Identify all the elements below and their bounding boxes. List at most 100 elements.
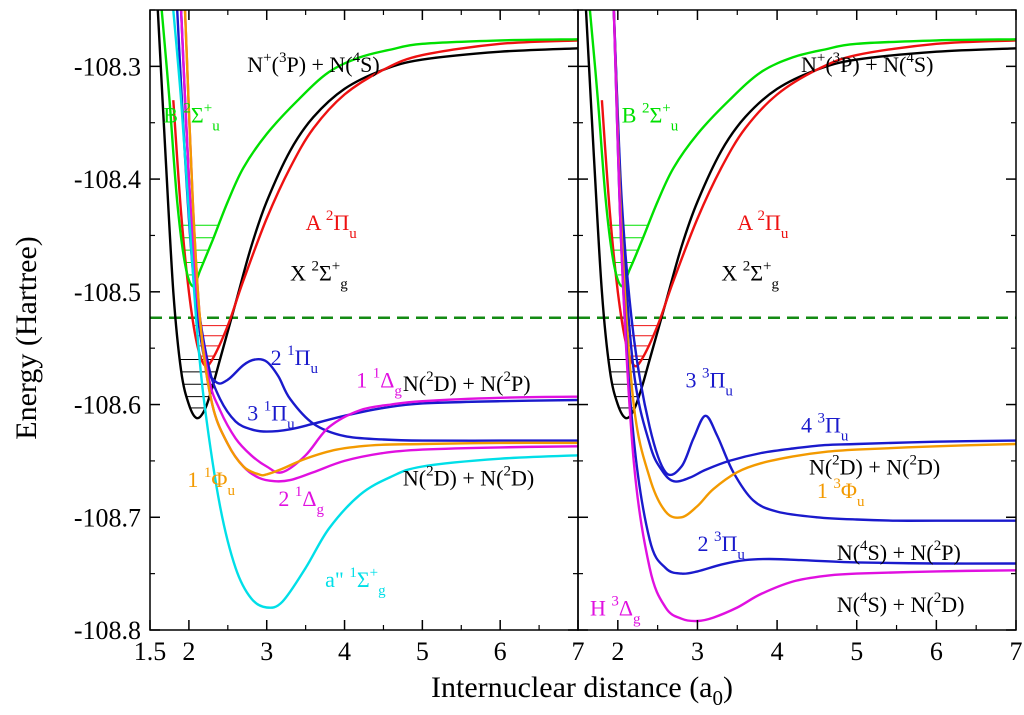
state-label-part: g bbox=[378, 583, 386, 599]
state-label-part: 1 bbox=[373, 366, 381, 382]
x-axis-title-main: Internuclear distance (a bbox=[431, 671, 713, 704]
state-label-part: 2 bbox=[278, 486, 295, 511]
state-label: 1 3Φu bbox=[817, 476, 865, 510]
state-label-part: A bbox=[306, 210, 326, 235]
state-label-part: 2 bbox=[426, 369, 434, 385]
state-label-part: X bbox=[290, 261, 311, 286]
x-axis-title-close: ) bbox=[723, 671, 733, 704]
curve-magenta-6 bbox=[183, 10, 578, 483]
state-label-part: 3 bbox=[702, 366, 710, 382]
x-tick-label: 7 bbox=[572, 637, 585, 666]
state-label-part: + bbox=[263, 50, 271, 66]
state-label-part: + bbox=[204, 101, 212, 117]
state-label: N(2D) + N(2D) bbox=[403, 464, 534, 491]
state-label-part: 1 bbox=[349, 565, 357, 581]
plot-area bbox=[578, 10, 1016, 623]
state-label: 1 1Δg bbox=[356, 366, 402, 400]
y-tick-label: -108.4 bbox=[74, 165, 141, 194]
state-label: N+(3P) + N(4S) bbox=[247, 50, 379, 77]
curve-green-2 bbox=[160, 10, 578, 288]
state-label-part: 2 bbox=[426, 464, 434, 480]
state-label-part: D) bbox=[941, 592, 964, 617]
state-label-part: g bbox=[633, 611, 641, 627]
state-label: 3 3Πu bbox=[686, 366, 734, 400]
x-tick-label: 4 bbox=[338, 637, 351, 666]
state-label-part: u bbox=[227, 483, 235, 499]
state-label-part: + bbox=[370, 565, 378, 581]
state-label-part: 3 bbox=[817, 411, 825, 427]
state-label-part: P) bbox=[941, 540, 961, 565]
x-tick-label: 6 bbox=[494, 637, 507, 666]
state-label-part: 3 bbox=[833, 50, 841, 66]
state-label-part: u bbox=[349, 226, 357, 242]
x-tick-label: 2 bbox=[611, 637, 624, 666]
state-label: 1 1Φu bbox=[187, 465, 235, 499]
state-label-part: D) bbox=[917, 454, 940, 479]
state-label-part: 3 bbox=[247, 400, 263, 425]
state-label-part: Φ bbox=[841, 478, 857, 503]
state-label: 2 3Πu bbox=[697, 529, 745, 563]
panel-frame bbox=[577, 9, 1017, 631]
state-label: N(4S) + N(2D) bbox=[837, 590, 965, 617]
state-label: 2 1Πu bbox=[271, 343, 319, 377]
plot-area bbox=[150, 10, 578, 609]
state-label-part: 1 bbox=[295, 484, 303, 500]
y-axis-title: Energy (Hartree) bbox=[10, 236, 43, 440]
state-label-part: + bbox=[817, 50, 825, 66]
state-label-part: g bbox=[317, 502, 325, 518]
state-label-part: Σ bbox=[750, 261, 763, 286]
x-tick-label: 3 bbox=[691, 637, 704, 666]
state-label-part: ( bbox=[272, 52, 279, 77]
state-label-part: B bbox=[622, 103, 642, 128]
state-label-part: u bbox=[725, 384, 733, 400]
state-label: 2 1Δg bbox=[278, 484, 324, 518]
state-label-part: 3 bbox=[833, 476, 841, 492]
state-label: 4 3Πu bbox=[801, 411, 849, 445]
state-label-part: 1 bbox=[817, 478, 834, 503]
state-label-part: S) bbox=[914, 52, 934, 77]
state-label-part: N bbox=[801, 52, 817, 77]
state-label-part: 3 bbox=[611, 593, 619, 609]
state-label-part: u bbox=[841, 429, 849, 445]
state-label-part: Σ bbox=[191, 103, 204, 128]
state-label-part: Π bbox=[721, 531, 737, 556]
state-label-part: u bbox=[287, 416, 295, 432]
y-tick-label: -108.7 bbox=[74, 503, 141, 532]
curve-red-1 bbox=[172, 39, 578, 368]
state-label: 3 1Πu bbox=[247, 398, 295, 432]
state-label-part: 2 bbox=[183, 101, 191, 117]
state-label-part: 2 bbox=[271, 345, 288, 370]
state-label-part: 2 bbox=[311, 259, 319, 275]
state-label-part: 2 bbox=[757, 208, 765, 224]
y-tick-label: -108.8 bbox=[74, 616, 141, 645]
curve-cyan-8 bbox=[172, 10, 578, 609]
state-label-part: u bbox=[671, 119, 679, 135]
state-label-part: Δ bbox=[302, 486, 316, 511]
state-label: H 3Δg bbox=[590, 593, 641, 627]
curve-magenta-7 bbox=[612, 10, 1016, 623]
curve-orange-5 bbox=[612, 10, 1016, 519]
state-label: B 2Σ+u bbox=[622, 101, 679, 135]
curve-orange-7 bbox=[183, 10, 578, 477]
state-label-part: ( bbox=[825, 52, 832, 77]
state-label-part: Π bbox=[825, 413, 841, 438]
state-label-part: Σ bbox=[649, 103, 662, 128]
x-tick-label: 3 bbox=[260, 637, 273, 666]
state-label-part: + bbox=[763, 259, 771, 275]
state-label-part: + bbox=[332, 259, 340, 275]
state-label-part: 1 bbox=[204, 465, 212, 481]
state-label: A 2Πu bbox=[737, 208, 789, 242]
state-label-part: 2 bbox=[503, 369, 511, 385]
state-label-part: 4 bbox=[801, 413, 818, 438]
state-label: N(4S) + N(2P) bbox=[837, 538, 961, 565]
state-label-part: 4 bbox=[353, 50, 361, 66]
state-label-part: 2 bbox=[642, 101, 650, 117]
state-label-part: 2 bbox=[832, 452, 840, 468]
state-label: X 2Σ+g bbox=[721, 259, 779, 293]
state-label-part: N( bbox=[809, 454, 832, 479]
state-label-part: 4 bbox=[860, 590, 868, 606]
state-label-part: N( bbox=[403, 466, 426, 491]
state-label-part: a" bbox=[325, 567, 349, 592]
